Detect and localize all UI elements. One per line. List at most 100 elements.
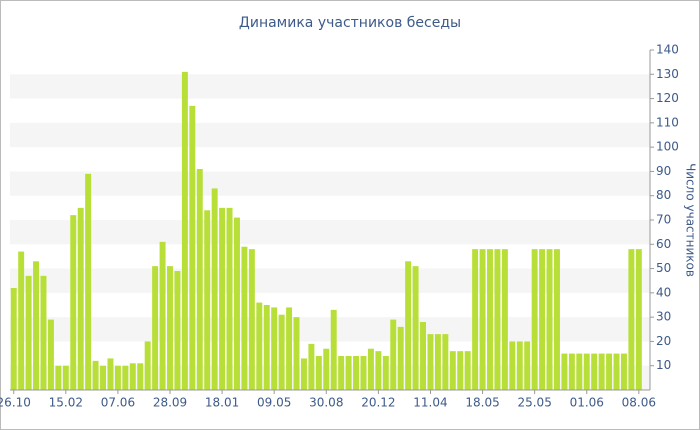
bar xyxy=(620,353,627,390)
bar xyxy=(308,343,315,390)
y-tick-label: 110 xyxy=(656,115,679,129)
x-tick-label: 11.04 xyxy=(413,396,447,410)
grid-band xyxy=(10,122,650,148)
bar xyxy=(360,356,367,390)
bar xyxy=(561,353,568,390)
bar xyxy=(196,169,203,390)
bar xyxy=(546,249,553,390)
bar xyxy=(449,351,456,390)
bar xyxy=(434,334,441,390)
y-tick-label: 70 xyxy=(656,213,671,227)
bar xyxy=(323,348,330,390)
bar xyxy=(293,317,300,390)
bar xyxy=(420,322,426,390)
bar xyxy=(211,188,218,390)
chart-title: Динамика участников беседы xyxy=(239,15,461,31)
bar xyxy=(390,319,397,390)
bar xyxy=(479,249,486,390)
y-tick-label: 50 xyxy=(656,261,671,275)
bar xyxy=(412,266,419,390)
bar xyxy=(635,249,642,390)
bar xyxy=(159,241,166,390)
bar xyxy=(100,365,106,390)
bar xyxy=(263,305,270,390)
bar xyxy=(300,358,307,390)
bar xyxy=(248,249,255,390)
y-axis-label: Число участников xyxy=(684,163,698,277)
y-tick-label: 140 xyxy=(656,43,679,57)
bar xyxy=(129,363,136,390)
bar xyxy=(234,217,240,390)
bar xyxy=(516,341,523,390)
y-tick-label: 130 xyxy=(656,67,679,81)
x-tick-label: 07.06 xyxy=(101,396,135,410)
bar xyxy=(405,261,412,390)
x-tick-label: 18.05 xyxy=(465,396,499,410)
y-tick-label: 10 xyxy=(656,358,671,372)
bar xyxy=(286,307,293,390)
y-tick-label: 60 xyxy=(656,237,671,251)
bar xyxy=(524,341,531,390)
bar xyxy=(576,353,583,390)
y-tick-label: 90 xyxy=(656,164,671,178)
grid-band xyxy=(10,171,650,196)
x-tick-label: 30.08 xyxy=(309,396,343,410)
bar xyxy=(442,334,449,390)
y-tick-label: 80 xyxy=(656,188,671,202)
bar xyxy=(367,348,374,390)
y-tick-label: 40 xyxy=(656,285,671,299)
bar xyxy=(591,353,598,390)
bar xyxy=(226,207,233,390)
grid-band xyxy=(10,220,650,245)
bar xyxy=(338,356,345,390)
bar xyxy=(382,356,389,390)
bar xyxy=(10,288,17,390)
bar xyxy=(315,356,322,390)
bar xyxy=(55,365,62,390)
bar xyxy=(345,356,352,390)
bar xyxy=(92,360,99,390)
x-tick-label: 09.05 xyxy=(257,396,291,410)
bar xyxy=(628,249,635,390)
bar xyxy=(427,334,434,390)
bar xyxy=(174,271,181,390)
bar xyxy=(583,353,590,390)
y-tick-label: 30 xyxy=(656,310,671,324)
y-tick-label: 120 xyxy=(656,91,679,105)
bar xyxy=(62,365,69,390)
bar xyxy=(509,341,516,390)
bar xyxy=(330,309,337,390)
x-tick-label: 08.06 xyxy=(622,396,656,410)
bar xyxy=(494,249,501,390)
bar xyxy=(554,249,560,390)
bar xyxy=(25,275,32,390)
bar xyxy=(606,353,613,390)
bar xyxy=(501,249,508,390)
bar xyxy=(70,215,77,390)
bar xyxy=(271,307,278,390)
bar xyxy=(33,261,40,390)
bar xyxy=(278,314,285,390)
bar xyxy=(47,319,54,390)
grid-band xyxy=(10,74,650,99)
bar xyxy=(353,356,360,390)
bar xyxy=(457,351,464,390)
bar xyxy=(241,246,248,390)
bar xyxy=(144,341,151,390)
bar xyxy=(487,249,493,390)
x-tick-label: 26.10 xyxy=(0,396,31,410)
x-tick-label: 28.09 xyxy=(153,396,187,410)
bar xyxy=(167,266,173,390)
bar xyxy=(189,105,196,390)
bar xyxy=(464,351,471,390)
x-tick-label: 25.05 xyxy=(517,396,551,410)
bar xyxy=(122,365,129,390)
x-tick-label: 15.02 xyxy=(49,396,83,410)
x-tick-label: 20.12 xyxy=(361,396,395,410)
bar xyxy=(539,249,546,390)
bar xyxy=(107,358,114,390)
bar xyxy=(40,275,47,390)
bar xyxy=(256,302,263,390)
y-tick-label: 100 xyxy=(656,140,679,154)
